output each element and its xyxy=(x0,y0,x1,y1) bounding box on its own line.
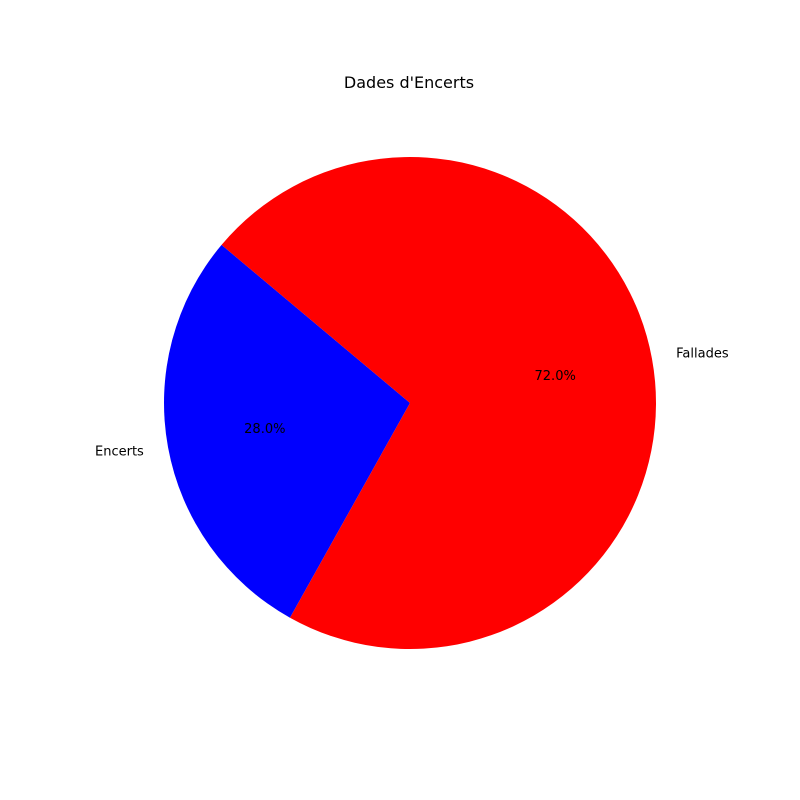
percent-label-fallades: 72.0% xyxy=(535,369,576,384)
pie-slice-encerts xyxy=(163,244,410,618)
slice-label-fallades: Fallades xyxy=(676,347,729,362)
slice-label-encerts: Encerts xyxy=(95,444,144,459)
pie-slice-fallades xyxy=(221,157,656,649)
chart-title: Dades d'Encerts xyxy=(344,73,474,92)
slices-layer xyxy=(163,157,656,649)
percent-label-encerts: 28.0% xyxy=(244,422,285,437)
labels-layer: Encerts 28.0% Fallades 72.0% xyxy=(95,347,729,460)
